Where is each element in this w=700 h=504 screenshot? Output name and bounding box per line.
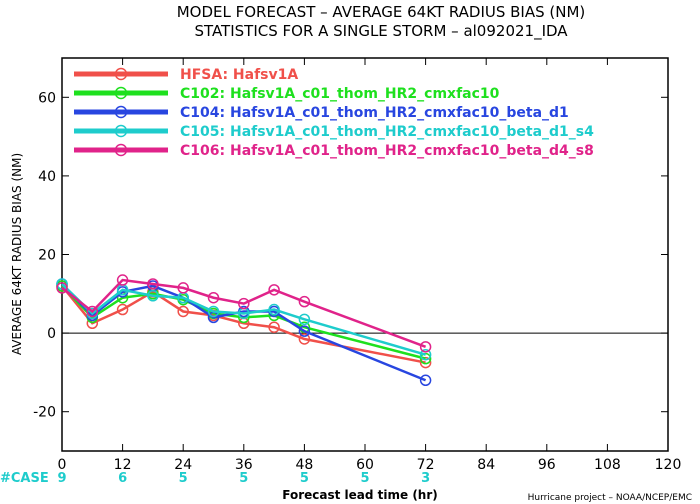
series-point bbox=[298, 325, 311, 337]
series-point bbox=[116, 274, 129, 286]
x-tick-label: 12 bbox=[114, 457, 132, 473]
y-tick-label: 60 bbox=[38, 90, 56, 106]
x-tick-label: 36 bbox=[235, 457, 253, 473]
series-point bbox=[419, 374, 432, 387]
x-tick-label: 24 bbox=[174, 457, 192, 473]
legend-swatch-marker bbox=[114, 105, 128, 119]
series-point bbox=[86, 305, 99, 318]
legend-entry-label: C104: Hafsv1A_c01_thom_HR2_cmxfac10_beta… bbox=[180, 105, 569, 121]
case-counts: 9 6 5 5 5 5 3 bbox=[57, 471, 430, 486]
series-point bbox=[177, 305, 189, 318]
chart-subtitle: STATISTICS FOR A SINGLE STORM – al092021… bbox=[194, 22, 568, 41]
legend-entry-label: C106: Hafsv1A_c01_thom_HR2_cmxfac10_beta… bbox=[180, 143, 594, 159]
x-tick-label: 48 bbox=[295, 457, 313, 473]
credit-text: Hurricane project – NOAA/NCEP/EMC bbox=[528, 493, 692, 503]
case-count: 5 bbox=[179, 471, 188, 486]
chart-title: MODEL FORECAST – AVERAGE 64KT RADIUS BIA… bbox=[177, 3, 586, 21]
series-point bbox=[116, 303, 129, 316]
legend-entry-label: HFSA: Hafsv1A bbox=[180, 67, 298, 83]
legend-swatch-marker bbox=[114, 143, 128, 157]
y-tick-label: 20 bbox=[38, 248, 56, 264]
series-line-5 bbox=[61, 278, 427, 349]
series-point bbox=[177, 282, 189, 294]
y-tick-label: -20 bbox=[33, 405, 56, 421]
series-point bbox=[147, 278, 159, 290]
x-tick-label: 84 bbox=[477, 457, 495, 473]
series-point bbox=[147, 290, 159, 302]
series-line-4 bbox=[61, 283, 426, 356]
series-point bbox=[268, 321, 280, 333]
case-count: 9 bbox=[57, 471, 66, 486]
x-tick-label: 0 bbox=[58, 457, 67, 473]
series-layer bbox=[56, 274, 432, 387]
series-point bbox=[207, 291, 220, 304]
case-count: 5 bbox=[239, 471, 248, 486]
y-tick-label: 0 bbox=[47, 326, 56, 342]
case-label: #CASE bbox=[0, 471, 49, 486]
x-tick-label: 120 bbox=[655, 457, 682, 473]
x-tick-label: 96 bbox=[538, 457, 556, 473]
case-count: 3 bbox=[421, 471, 430, 486]
legend-swatch-marker bbox=[114, 124, 128, 138]
series-line-3 bbox=[61, 283, 427, 382]
case-count: 6 bbox=[118, 471, 127, 486]
legend-entry-label: C102: Hafsv1A_c01_thom_HR2_cmxfac10 bbox=[180, 86, 500, 102]
series-point bbox=[268, 303, 280, 316]
legend-entry-label: C105: Hafsv1A_c01_thom_HR2_cmxfac10_beta… bbox=[180, 124, 594, 140]
y-tick-label: 40 bbox=[38, 169, 56, 185]
x-tick-label: 72 bbox=[417, 457, 435, 473]
series-point bbox=[268, 284, 280, 296]
legend-swatch-marker bbox=[114, 67, 128, 81]
case-count: 5 bbox=[360, 471, 369, 486]
series-point bbox=[419, 341, 432, 353]
series-point bbox=[419, 348, 432, 361]
series-point bbox=[298, 313, 311, 326]
series-point bbox=[238, 297, 250, 310]
legend: HFSA: Hafsv1A C102: Hafsv1A_c01_thom_HR2_… bbox=[74, 67, 594, 159]
case-count: 5 bbox=[300, 471, 309, 486]
series-point bbox=[298, 295, 311, 308]
legend-swatch-marker bbox=[114, 86, 128, 100]
x-tick-label: 60 bbox=[356, 457, 374, 473]
axis-ticks: 0 12 24 36 48 60 72 84 96 108 120 -20 0 20 40 60 bbox=[33, 58, 681, 473]
series-point bbox=[56, 282, 68, 294]
series-line-1 bbox=[61, 285, 426, 364]
x-tick-label: 108 bbox=[594, 457, 621, 473]
series-point bbox=[207, 305, 220, 318]
x-axis-label: Forecast lead time (hr) bbox=[282, 488, 438, 502]
y-axis-label: AVERAGE 64KT RADIUS BIAS (NM) bbox=[10, 153, 24, 355]
series-point bbox=[298, 333, 311, 345]
